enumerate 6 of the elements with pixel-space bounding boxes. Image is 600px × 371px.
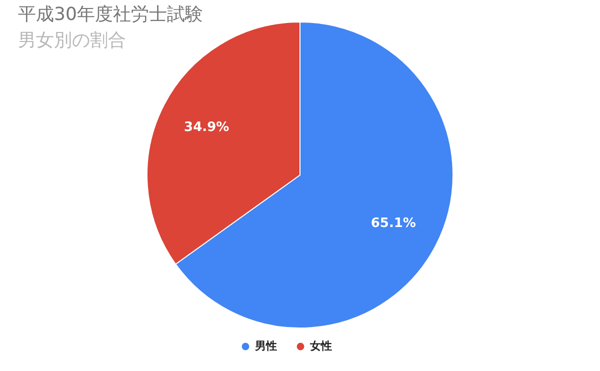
legend-label: 女性 — [309, 340, 332, 353]
chart-subtitle: 男女別の割合 — [18, 30, 126, 51]
legend-label: 男性 — [254, 340, 277, 353]
data-label: 34.9% — [184, 120, 230, 136]
data-label: 65.1% — [370, 216, 416, 231]
chart-title: 平成30年度社労士試験 — [18, 4, 203, 25]
